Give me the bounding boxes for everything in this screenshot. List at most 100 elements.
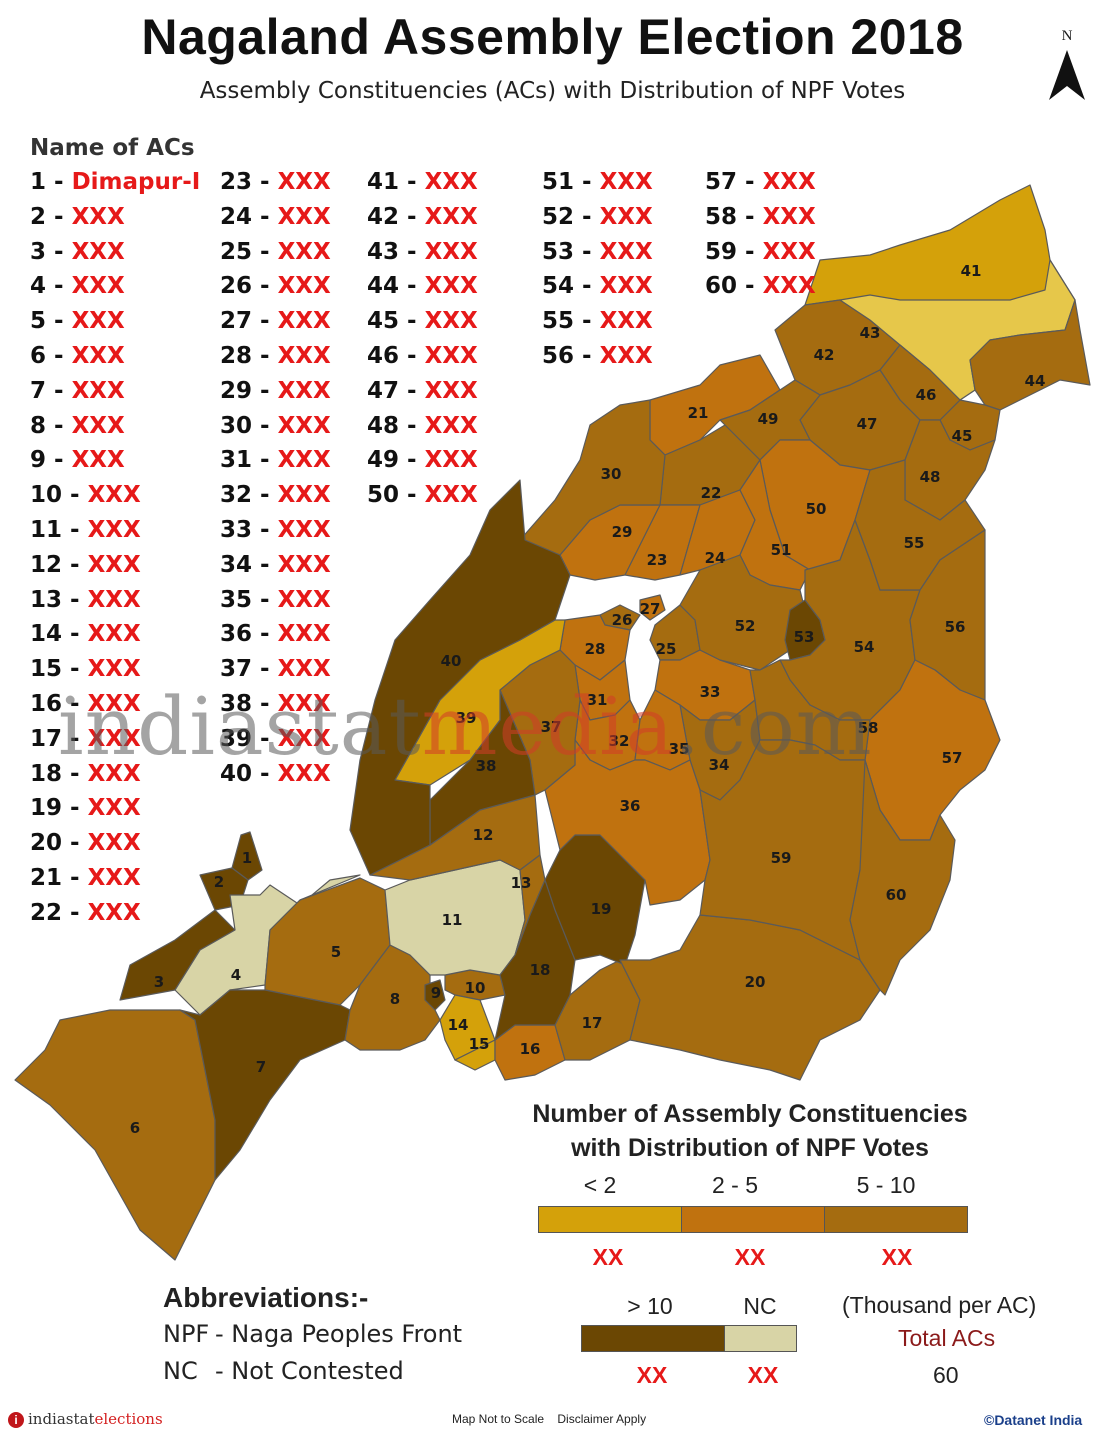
ac-number: 60 - (705, 273, 763, 300)
ac-name: XXX (87, 760, 141, 787)
ac-name: XXX (424, 203, 478, 230)
ac-number: 55 - (542, 308, 600, 335)
ac-number: 56 - (542, 343, 600, 369)
ac-name: XXX (277, 238, 331, 265)
ac-list-item: 24 - XXX (220, 204, 331, 230)
ac-number: 28 - (220, 343, 278, 369)
ac-name: XXX (762, 169, 816, 195)
ac-list-item: 31 - XXX (220, 447, 331, 473)
brand-text-2: elections (94, 1410, 163, 1428)
ac-number: 47 - (367, 377, 425, 404)
ac-list-item: 30 - XXX (220, 413, 331, 439)
constituency-label-14: 14 (448, 1016, 469, 1034)
ac-name: XXX (71, 238, 125, 265)
legend-label-5-10: 5 - 10 (856, 1172, 916, 1198)
ac-name: XXX (424, 412, 478, 439)
ac-number: 41 - (367, 169, 425, 195)
ac-number: 31 - (220, 447, 278, 474)
constituency-label-50: 50 (806, 500, 827, 518)
ac-number: 51 - (542, 169, 600, 195)
ac-name: XXX (87, 830, 141, 857)
ac-number: 10 - (30, 482, 88, 509)
ac-name: XXX (424, 238, 478, 265)
ac-number: 49 - (367, 447, 425, 474)
constituency-label-37: 37 (541, 718, 562, 736)
ac-name: XXX (277, 447, 331, 474)
ac-number: 30 - (220, 412, 278, 439)
ac-list-item: 28 - XXX (220, 343, 331, 369)
ac-number: 11 - (30, 517, 88, 543)
legend-swatch-lt2 (538, 1206, 682, 1233)
ac-name: XXX (71, 447, 125, 474)
ac-name: XXX (87, 865, 141, 891)
ac-number: 36 - (220, 621, 278, 648)
constituency-label-11: 11 (442, 911, 463, 929)
ac-name: XXX (277, 308, 331, 335)
ac-list-item: 41 - XXX (367, 169, 478, 195)
ac-list-item: 29 - XXX (220, 378, 331, 404)
ac-list-item: 14 - XXX (30, 621, 141, 647)
ac-list-item: 52 - XXX (542, 204, 653, 230)
constituency-label-43: 43 (860, 324, 881, 342)
ac-list-item: 10 - XXX (30, 482, 141, 508)
constituency-label-10: 10 (465, 979, 486, 997)
constituency-label-41: 41 (961, 262, 982, 280)
ac-list-item: 4 - XXX (30, 273, 125, 299)
ac-list-item: 8 - XXX (30, 413, 125, 439)
constituency-label-31: 31 (587, 691, 608, 709)
ac-list-item: 53 - XXX (542, 239, 653, 265)
ac-number: 17 - (30, 725, 88, 752)
ac-list-item: 17 - XXX (30, 726, 141, 752)
ac-name: XXX (277, 203, 331, 230)
ac-name: XXX (424, 482, 478, 509)
legend-unit: (Thousand per AC) (842, 1292, 1037, 1318)
constituency-label-9: 9 (431, 984, 441, 1002)
constituency-label-57: 57 (942, 749, 963, 767)
constituency-label-44: 44 (1025, 372, 1046, 390)
constituency-region-7 (179, 989, 351, 1181)
ac-number: 25 - (220, 238, 278, 265)
ac-name: XXX (424, 343, 478, 369)
brand-logo: i indiastatelections (8, 1410, 163, 1428)
constituency-label-19: 19 (591, 900, 612, 918)
ac-number: 33 - (220, 517, 278, 543)
constituency-region-36 (544, 739, 711, 906)
constituency-label-2: 2 (214, 873, 224, 891)
legend-count-nc: XX (747, 1362, 779, 1388)
ac-list-item: 18 - XXX (30, 761, 141, 787)
constituency-label-52: 52 (735, 617, 756, 635)
ac-number: 23 - (220, 169, 278, 195)
constituency-region-20 (619, 914, 881, 1081)
ac-list-item: 49 - XXX (367, 447, 478, 473)
ac-number: 53 - (542, 238, 600, 265)
north-label: N (1061, 28, 1073, 44)
constituency-region-56 (909, 529, 986, 701)
ac-list-item: 42 - XXX (367, 204, 478, 230)
ac-list-item: 21 - XXX (30, 865, 141, 891)
ac-name: XXX (424, 308, 478, 335)
ac-number: 43 - (367, 238, 425, 265)
ac-name: XXX (87, 725, 141, 752)
abbreviation-value: - Naga Peoples Front (215, 1320, 463, 1348)
ac-name: XXX (424, 169, 478, 195)
ac-list-item: 45 - XXX (367, 308, 478, 334)
ac-list-item: 37 - XXX (220, 656, 331, 682)
legend-title-line1: Number of Assembly Constituencies (532, 1100, 968, 1128)
abbreviation-nc: NC - Not Contested (163, 1357, 404, 1385)
ac-name: Dimapur-I (71, 169, 201, 195)
ac-list-item: 36 - XXX (220, 621, 331, 647)
ac-list-item: 34 - XXX (220, 552, 331, 578)
ac-number: 21 - (30, 865, 88, 891)
constituency-label-51: 51 (771, 541, 792, 559)
ac-name: XXX (762, 203, 816, 230)
constituency-label-38: 38 (476, 757, 497, 775)
ac-number: 48 - (367, 412, 425, 439)
ac-list-item: 51 - XXX (542, 169, 653, 195)
constituency-label-20: 20 (745, 973, 766, 991)
ac-name: XXX (277, 551, 331, 578)
ac-name: XXX (71, 308, 125, 335)
constituency-label-23: 23 (647, 551, 668, 569)
abbreviation-npf: NPF - Naga Peoples Front (163, 1320, 462, 1348)
constituency-label-8: 8 (390, 990, 400, 1008)
constituency-region-9 (424, 979, 446, 1011)
